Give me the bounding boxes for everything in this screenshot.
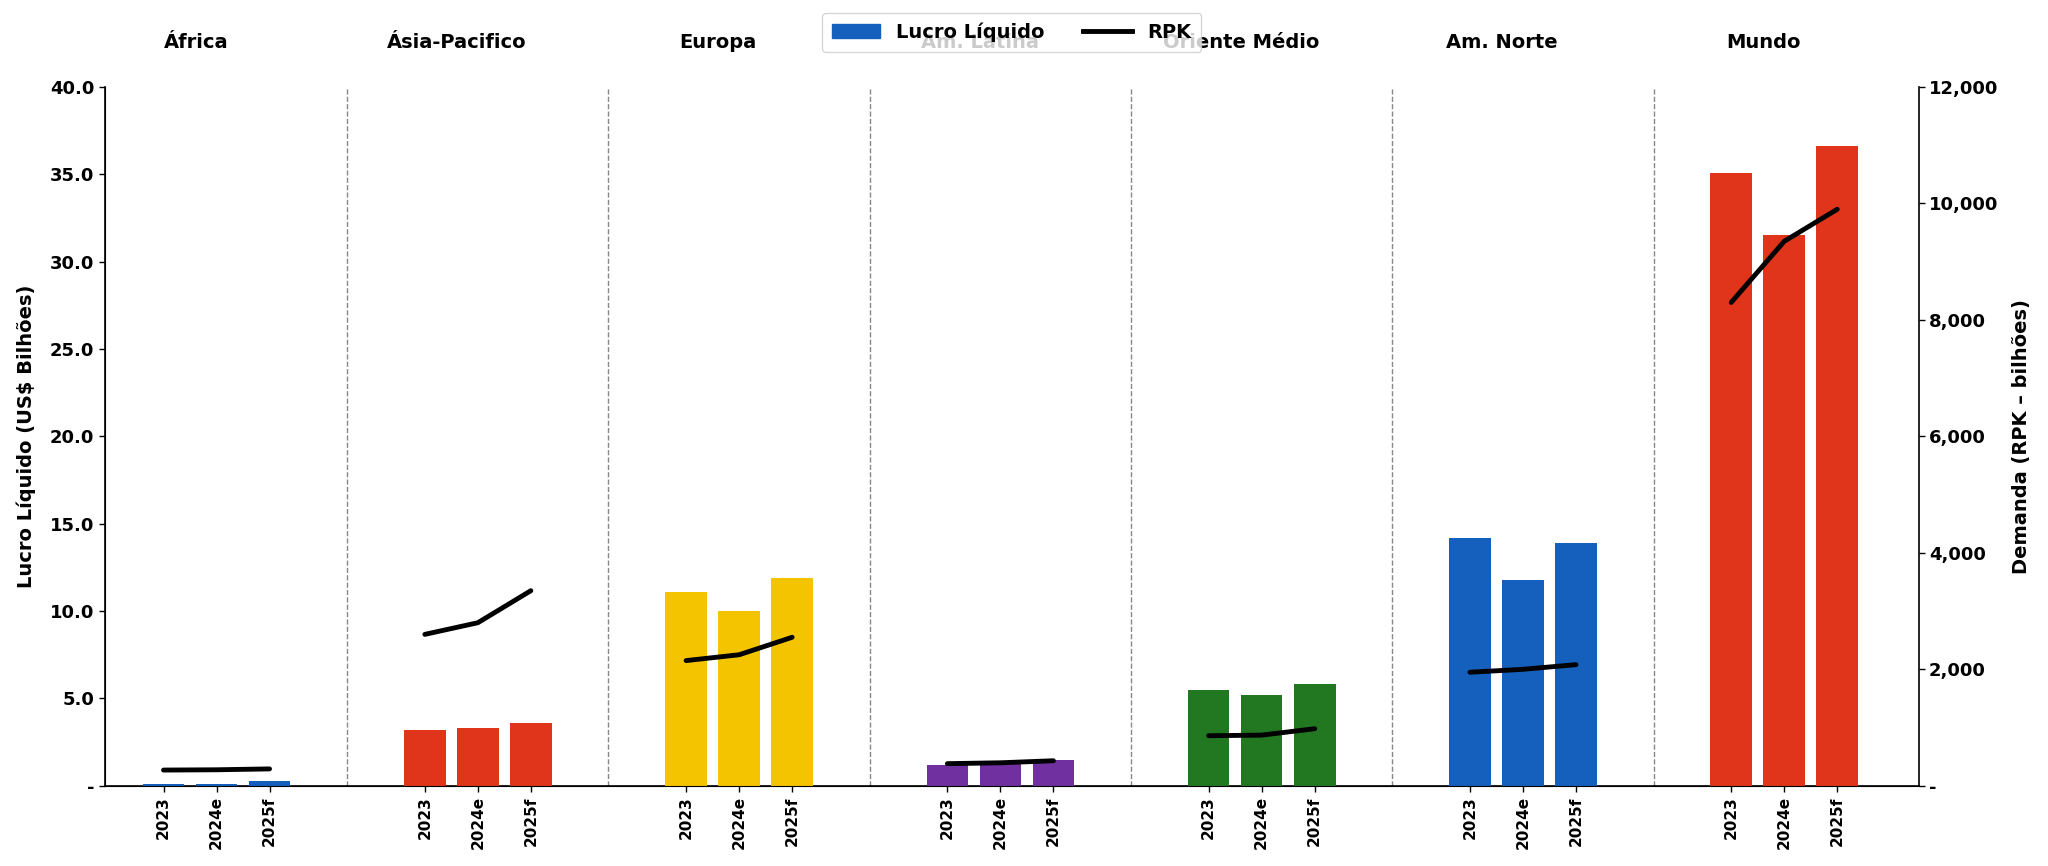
Text: Am. Norte: Am. Norte — [1446, 33, 1559, 52]
Bar — [403, 730, 446, 785]
Text: África: África — [164, 33, 227, 52]
Bar — [1241, 695, 1282, 785]
Bar — [666, 591, 707, 785]
Bar — [1450, 538, 1491, 785]
Y-axis label: Demanda (RPK – bilhões): Demanda (RPK – bilhões) — [2013, 299, 2032, 574]
Bar — [1294, 684, 1335, 785]
Text: Europa: Europa — [680, 33, 758, 52]
Bar — [772, 578, 813, 785]
Text: Ásia-Pacifico: Ásia-Pacifico — [387, 33, 526, 52]
Bar — [457, 728, 498, 785]
Bar — [1817, 146, 1858, 785]
Y-axis label: Lucro Líquido (US$ Bilhões): Lucro Líquido (US$ Bilhões) — [16, 285, 37, 588]
Bar — [248, 780, 291, 785]
Bar — [926, 765, 969, 785]
Bar — [1554, 543, 1597, 785]
Bar — [1032, 759, 1075, 785]
Text: Oriente Médio: Oriente Médio — [1163, 33, 1319, 52]
Bar — [1501, 579, 1544, 785]
Bar — [197, 784, 238, 785]
Bar — [979, 763, 1022, 785]
Bar — [510, 723, 551, 785]
Bar — [143, 784, 184, 785]
Bar — [1188, 689, 1229, 785]
Bar — [1763, 236, 1804, 785]
Text: Am. Latina: Am. Latina — [920, 33, 1038, 52]
Legend: Lucro Líquido, RPK: Lucro Líquido, RPK — [821, 13, 1202, 52]
Text: Mundo: Mundo — [1726, 33, 1800, 52]
Bar — [1710, 172, 1751, 785]
Bar — [719, 611, 760, 785]
